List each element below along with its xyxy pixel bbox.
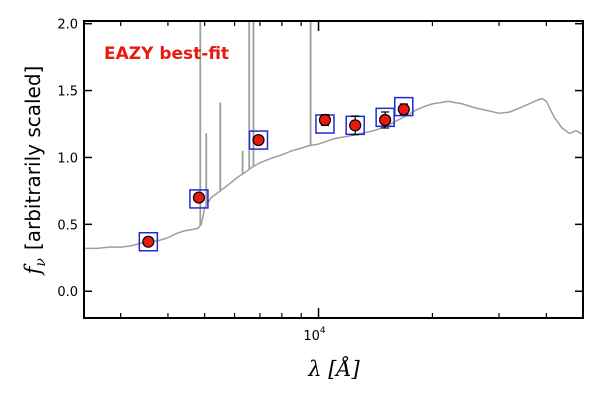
observed-point-3 <box>318 113 332 127</box>
y-tick-label-4: 2.0 <box>57 18 78 33</box>
observed-point-2 <box>252 133 265 147</box>
observed-point-0 <box>142 235 155 248</box>
svg-text:fν[arbitrarily scaled]: fν [arbitrarily scaled] <box>21 66 49 277</box>
x-major-tick-label-exponent: 4 <box>320 326 326 336</box>
y-tick-label-1: 0.5 <box>57 218 78 233</box>
y-axis-label-text: [arbitrarily scaled] <box>21 66 45 250</box>
observed-point-1 <box>192 191 206 204</box>
model-photometry-box-6 <box>394 96 414 117</box>
y-tick-label-3: 1.5 <box>57 85 78 100</box>
x-axis-label: λ [Å] <box>307 356 360 381</box>
plot-layer <box>84 21 583 252</box>
annotation-label: EAZY best-fit <box>104 44 229 64</box>
y-tick-label-0: 0.0 <box>57 285 78 300</box>
y-axis-label-symbol: f <box>21 263 45 276</box>
observed-point-4 <box>349 119 362 132</box>
model-photometry-box-0 <box>138 231 159 252</box>
observed-point-5 <box>379 113 392 127</box>
y-axis-label-subscript: ν <box>33 258 49 267</box>
observed-point-6 <box>397 103 410 116</box>
y-tick-label-2: 1.0 <box>57 151 78 166</box>
x-major-tick-label: 104 <box>303 326 326 344</box>
x-major-tick-label-base: 10 <box>303 329 320 344</box>
model-photometry-box-1 <box>189 189 209 209</box>
plot-frame <box>83 20 584 319</box>
y-axis-label: fν [arbitrarily scaled] <box>21 66 49 277</box>
model-spectrum-line <box>84 97 583 250</box>
model-photometry-box-2 <box>248 130 269 150</box>
